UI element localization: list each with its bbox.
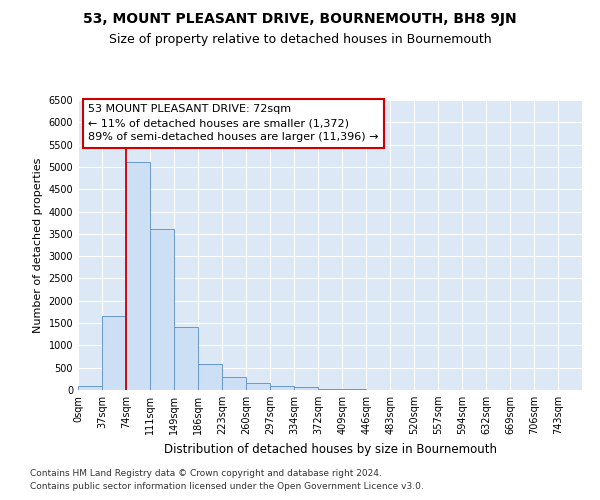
Text: 53 MOUNT PLEASANT DRIVE: 72sqm
← 11% of detached houses are smaller (1,372)
89% : 53 MOUNT PLEASANT DRIVE: 72sqm ← 11% of …	[88, 104, 379, 142]
Y-axis label: Number of detached properties: Number of detached properties	[33, 158, 43, 332]
Bar	[294, 388, 317, 390]
Bar	[222, 376, 246, 390]
X-axis label: Distribution of detached houses by size in Bournemouth: Distribution of detached houses by size …	[163, 442, 497, 456]
Bar	[319, 388, 342, 390]
Bar	[78, 386, 102, 390]
Bar	[343, 389, 366, 390]
Text: 53, MOUNT PLEASANT DRIVE, BOURNEMOUTH, BH8 9JN: 53, MOUNT PLEASANT DRIVE, BOURNEMOUTH, B…	[83, 12, 517, 26]
Bar	[198, 364, 222, 390]
Text: Contains HM Land Registry data © Crown copyright and database right 2024.: Contains HM Land Registry data © Crown c…	[30, 468, 382, 477]
Bar	[102, 316, 126, 390]
Bar	[126, 162, 149, 390]
Text: Contains public sector information licensed under the Open Government Licence v3: Contains public sector information licen…	[30, 482, 424, 491]
Text: Size of property relative to detached houses in Bournemouth: Size of property relative to detached ho…	[109, 32, 491, 46]
Bar	[150, 230, 173, 390]
Bar	[175, 326, 198, 390]
Bar	[246, 383, 270, 390]
Bar	[270, 386, 294, 390]
